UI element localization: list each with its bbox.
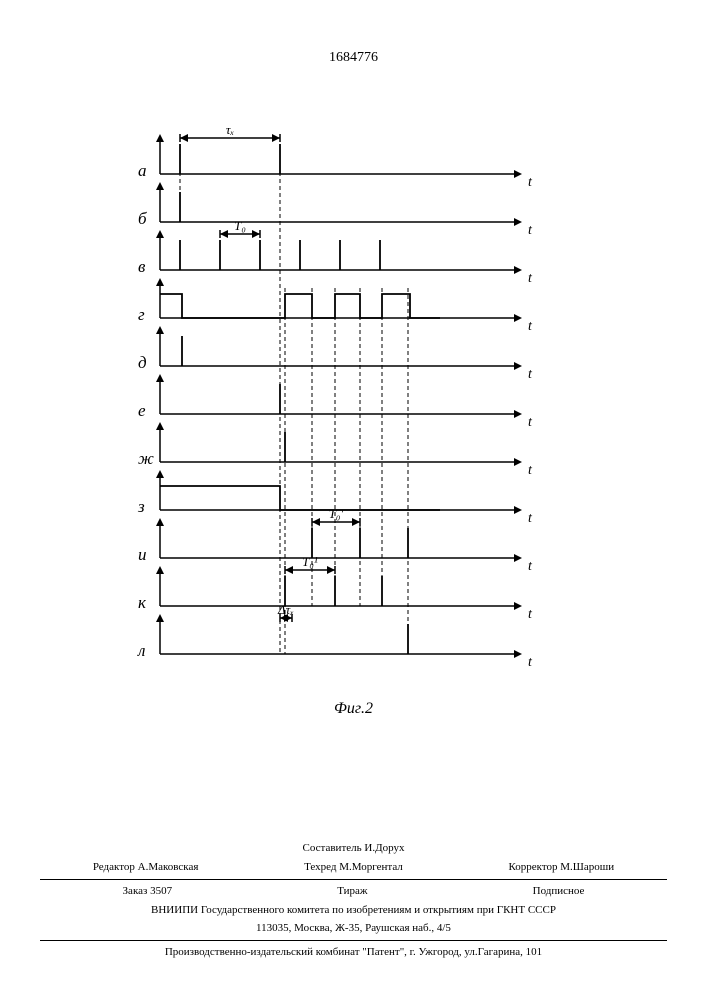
- editor-credit: Редактор А.Маковская: [93, 859, 199, 876]
- svg-text:t: t: [528, 607, 533, 622]
- page-number: 1684776: [0, 50, 707, 66]
- org-line-1: ВНИИПИ Государственного комитета по изоб…: [40, 902, 667, 919]
- press-line: Производственно-издательский комбинат "П…: [40, 944, 667, 961]
- svg-text:T₀′: T₀′: [329, 506, 344, 521]
- footer-block: Составитель И.Дорух Редактор А.Маковская…: [40, 840, 667, 962]
- svg-text:t: t: [528, 463, 533, 478]
- svg-text:в: в: [138, 257, 146, 276]
- corrector-credit: Корректор М.Шароши: [508, 859, 614, 876]
- svg-text:ж: ж: [138, 449, 154, 468]
- svg-text:T₀¹: T₀¹: [302, 554, 318, 569]
- svg-text:t: t: [528, 319, 533, 334]
- svg-text:б: б: [138, 209, 147, 228]
- svg-text:л: л: [137, 641, 145, 660]
- tech-editor-credit: Техред М.Моргентал: [304, 859, 403, 876]
- svg-text:г: г: [138, 305, 145, 324]
- svg-text:t: t: [528, 175, 533, 190]
- svg-text:T₀: T₀: [234, 218, 246, 233]
- svg-text:д: д: [138, 353, 147, 372]
- svg-text:τₓ: τₓ: [226, 122, 235, 137]
- order-number: Заказ 3507: [123, 883, 173, 900]
- circulation: Тираж: [337, 883, 367, 900]
- subscription: Подписное: [533, 883, 585, 900]
- svg-text:t: t: [528, 511, 533, 526]
- svg-text:з: з: [137, 497, 145, 516]
- compiler-credit: Составитель И.Дорух: [303, 840, 405, 857]
- svg-text:t: t: [528, 415, 533, 430]
- divider: [40, 940, 667, 941]
- svg-text:t: t: [528, 559, 533, 574]
- svg-text:а: а: [138, 161, 147, 180]
- svg-text:Δτₓ: Δτₓ: [277, 602, 294, 617]
- org-line-2: 113035, Москва, Ж-35, Раушская наб., 4/5: [40, 920, 667, 937]
- svg-text:t: t: [528, 367, 533, 382]
- svg-text:и: и: [138, 545, 147, 564]
- svg-text:t: t: [528, 271, 533, 286]
- svg-text:t: t: [528, 223, 533, 238]
- timing-diagram: аtτₓбtвtT₀гtдtеtжtзtиtT₀′кtT₀¹лtΔτₓ: [160, 130, 540, 680]
- svg-text:е: е: [138, 401, 146, 420]
- figure-label: Фиг.2: [0, 700, 707, 718]
- divider: [40, 879, 667, 880]
- svg-text:к: к: [138, 593, 147, 612]
- svg-text:t: t: [528, 655, 533, 670]
